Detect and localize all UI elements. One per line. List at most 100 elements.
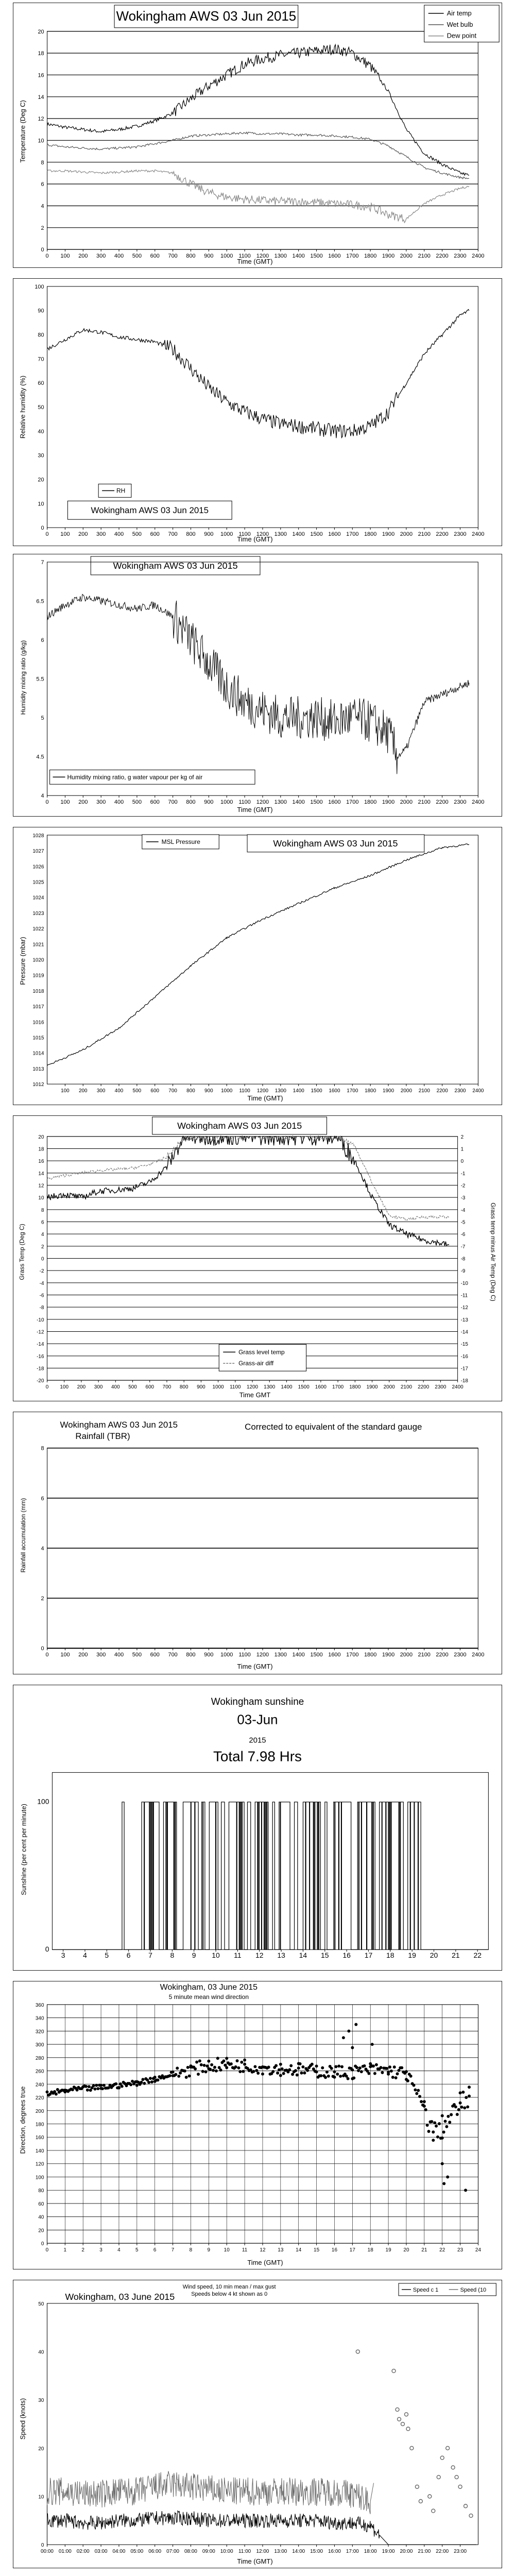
x-tick-label: 1400: [293, 253, 305, 259]
data-point: [412, 2083, 416, 2087]
y-tick-label: 6: [41, 1496, 44, 1502]
pressure-chart: 1012 1013 1014 1015 1016 1017 1018 1019 1020 1021…: [19, 833, 484, 1102]
x-tick-label: 4: [117, 2247, 121, 2253]
chart-subtitle: Wind speed, 10 min mean / max gust: [183, 2284, 276, 2290]
y-tick-label: 20: [38, 477, 44, 483]
x-tick-label: 8: [190, 2247, 193, 2253]
y-tick-label: 0: [41, 2241, 44, 2247]
data-point: [457, 2108, 460, 2111]
gust-marker: [391, 2368, 396, 2374]
y2-tick-label: -2: [461, 1183, 466, 1189]
x-tick-label: 1700: [346, 799, 358, 805]
y-tick-label: 1019: [32, 973, 44, 979]
y-tick-label: -20: [37, 1378, 44, 1384]
data-point: [435, 2124, 438, 2128]
pressure-chart-panel: 1012 1013 1014 1015 1016 1017 1018 1019 1020 1021…: [13, 827, 502, 1105]
x-tick-label: 9: [208, 2247, 211, 2253]
data-point: [468, 2094, 471, 2098]
series-line: [47, 131, 470, 180]
data-point: [131, 2079, 134, 2083]
y-tick-label: -6: [40, 1293, 44, 1298]
data-point: [324, 2076, 328, 2079]
x-tick-label: 02:00: [77, 2549, 90, 2554]
x-tick-label: 05:00: [130, 2549, 143, 2554]
data-point: [161, 2074, 164, 2078]
y-tick-label: 320: [36, 2029, 44, 2035]
data-point: [373, 2072, 376, 2075]
x-tick-label: 1600: [329, 1088, 340, 1094]
humidity-chart-panel: 0 10 20 30 40 50 60 70 80 90 100 0 100 200 300 400 500 60…: [13, 278, 502, 546]
gust-marker: [463, 2504, 468, 2509]
series-line: [47, 594, 470, 774]
data-point: [95, 2083, 98, 2087]
y-tick-label: 50: [38, 404, 44, 411]
y-tick-label: 300: [36, 2042, 44, 2048]
y2-tick-label: -13: [461, 1317, 469, 1323]
x-tick-label: 19:00: [382, 2549, 395, 2554]
x-tick-label: 1600: [328, 531, 340, 537]
y-axis-label: Humidity mixing ratio (g/kg): [20, 640, 27, 715]
x-tick-label: 2000: [400, 799, 413, 805]
data-point: [280, 2067, 284, 2071]
gust-marker: [406, 2427, 410, 2431]
x-tick-label: 10:00: [220, 2549, 233, 2554]
sunshine-chart-panel: Wokingham sunshine 03-Jun 2015 Total 7.9…: [13, 1685, 502, 1971]
temperature-chart: Wokingham AWS 03 Jun 2015 0 2 4 6 8 10 12 14 16 1…: [19, 5, 500, 265]
x-tick-label: 1800: [364, 1652, 376, 1658]
x-tick-label: 1300: [264, 1384, 276, 1390]
gust-marker: [451, 2465, 455, 2470]
data-point: [179, 2071, 182, 2075]
x-tick-label: 1100: [230, 1384, 241, 1390]
y-tick-label: 7: [41, 560, 44, 566]
data-point: [325, 2070, 329, 2074]
x-tick-label: 800: [180, 1384, 188, 1390]
chart-title: Wokingham AWS 03 Jun 2015: [113, 561, 238, 571]
data-point: [465, 2096, 468, 2099]
x-tick-label: 19: [408, 1951, 416, 1959]
data-point: [85, 2088, 89, 2092]
data-point: [330, 2066, 333, 2070]
data-point: [359, 2070, 363, 2074]
legend-label: Speed c 1: [413, 2287, 438, 2293]
x-tick-label: 13: [277, 1951, 285, 1959]
x-tick-label: 22:00: [436, 2549, 449, 2554]
gust-marker: [397, 2417, 402, 2421]
x-tick-label: 2100: [418, 253, 431, 259]
data-point: [345, 2074, 348, 2078]
x-tick-label: 2100: [418, 531, 431, 537]
data-point: [48, 2092, 52, 2096]
chart-title: Wokingham sunshine: [211, 1697, 304, 1707]
data-point: [404, 2070, 408, 2073]
data-point: [209, 2067, 212, 2071]
x-tick-label: 2000: [400, 531, 413, 537]
x-tick-label: 1900: [383, 1088, 394, 1094]
data-point: [237, 2066, 241, 2070]
gust-marker: [400, 2421, 405, 2427]
y2-tick-label: -11: [461, 1293, 468, 1298]
x-tick-label: 2000: [401, 1088, 413, 1094]
y-tick-label: 80: [38, 332, 44, 338]
y-tick-label: 120: [36, 2162, 44, 2167]
x-tick-label: 1200: [256, 1652, 269, 1658]
data-point: [340, 2065, 344, 2069]
x-tick-label: 1100: [239, 1088, 250, 1094]
y-tick-label: 18: [38, 50, 44, 57]
x-tick-label: 23: [457, 2247, 464, 2253]
data-point: [417, 2089, 420, 2092]
x-tick-label: 1300: [274, 253, 287, 259]
y-tick-label: 0: [41, 2543, 44, 2548]
data-point: [452, 2103, 456, 2106]
y-tick-label: 1024: [32, 895, 44, 901]
x-tick-label: 09:00: [202, 2549, 215, 2554]
data-point: [219, 2068, 222, 2072]
x-tick-label: 200: [78, 531, 88, 537]
legend-label: Grass-air diff: [238, 1360, 274, 1367]
x-tick-label: 1100: [238, 253, 251, 259]
series-line: [47, 309, 470, 439]
data-point: [235, 2059, 239, 2063]
x-tick-label: 7: [171, 2247, 175, 2253]
x-tick-label: 500: [132, 799, 142, 805]
y-tick-label: 30: [38, 2398, 44, 2403]
x-tick-label: 1200: [247, 1384, 259, 1390]
y-tick-label: 14: [38, 94, 44, 100]
